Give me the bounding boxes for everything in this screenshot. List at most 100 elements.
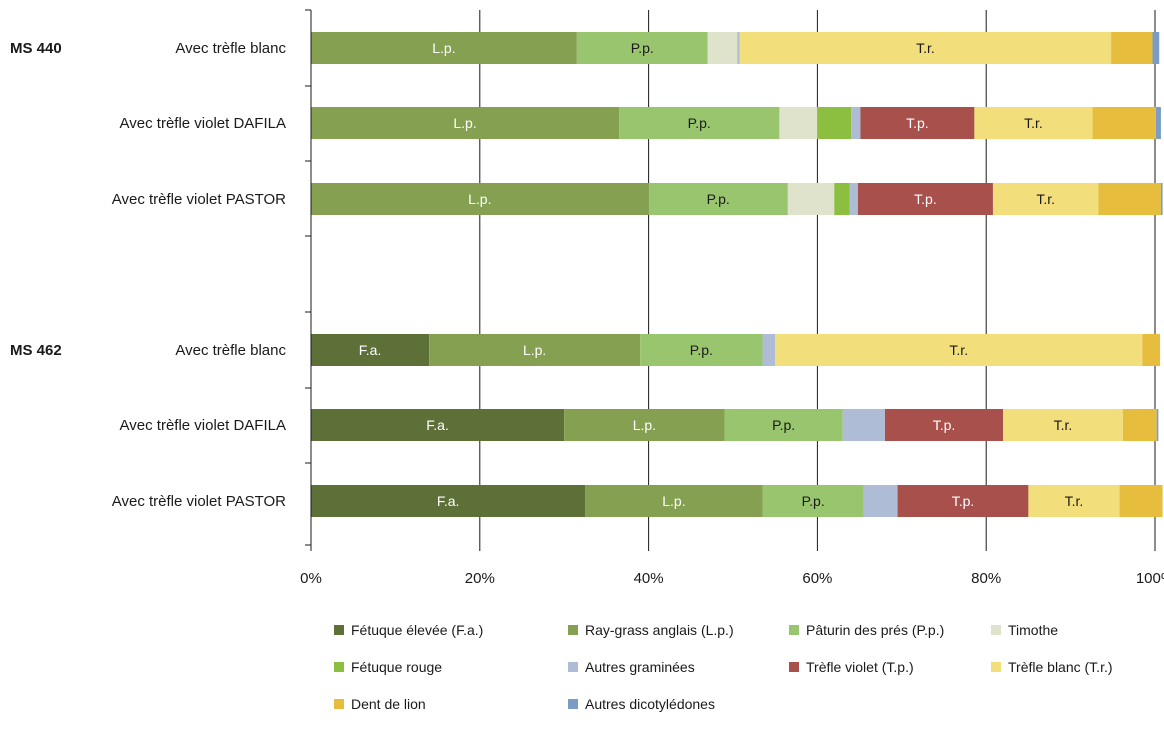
legend-label: Pâturin des prés (P.p.) [806, 622, 945, 638]
segment-label: T.r. [1024, 115, 1043, 131]
category-label: Avec trèfle violet DAFILA [120, 417, 286, 434]
segment-label: T.r. [1065, 493, 1084, 509]
segment-label: T.r. [1036, 191, 1055, 207]
x-tick-label: 80% [971, 570, 1001, 587]
bar-segment [1119, 485, 1163, 517]
bar-segment [1152, 32, 1160, 64]
gridlines [479, 10, 1156, 545]
group-label: MS 462 [10, 342, 62, 359]
legend-swatch [789, 625, 799, 635]
bar-segments [311, 32, 1163, 517]
bar-segment [311, 409, 565, 441]
bar-segment [724, 409, 843, 441]
segment-label: T.r. [949, 342, 968, 358]
legend-swatch [991, 662, 1001, 672]
bar-segment [860, 107, 975, 139]
bar-segment [311, 32, 577, 64]
bar-segment [775, 334, 1143, 366]
bar-segment [992, 183, 1099, 215]
bar-segment [857, 183, 993, 215]
x-tick-label: 60% [802, 570, 832, 587]
bar-segment [429, 334, 641, 366]
legend-swatch [568, 625, 578, 635]
bar-segment [737, 32, 740, 64]
bar-segment [762, 485, 864, 517]
legend-item: Fétuque rouge [334, 659, 442, 675]
category-label: Avec trèfle violet PASTOR [112, 191, 286, 208]
segment-label: F.a. [426, 417, 449, 433]
bar-segment [311, 107, 620, 139]
bar-segment [787, 183, 835, 215]
legend-label: Timothe [1008, 622, 1059, 638]
bar-segment [576, 32, 708, 64]
legend-item: Dent de lion [334, 696, 426, 712]
bar-segment [619, 107, 780, 139]
bar-segment [640, 334, 763, 366]
bar-segment [739, 32, 1112, 64]
bar-segment [707, 32, 738, 64]
legend-item: Timothe [991, 622, 1058, 638]
legend-item: Trèfle blanc (T.r.) [991, 659, 1113, 675]
legend-item: Pâturin des prés (P.p.) [789, 622, 944, 638]
bar-segment [585, 485, 763, 517]
segment-label: P.p. [690, 342, 713, 358]
bar-segment [1028, 485, 1120, 517]
stacked-bar-chart: 0% 20% 40% 60% 80% 100% MS 440 Avec trèfle blan… [10, 9, 1164, 587]
bar-segment [762, 334, 776, 366]
segment-label: L.p. [468, 191, 491, 207]
bar-segment [1122, 409, 1157, 441]
group-label: MS 440 [10, 40, 62, 57]
category-label: Avec trèfle blanc [175, 342, 286, 359]
bar-segment [1003, 409, 1123, 441]
legend-swatch [334, 699, 344, 709]
bar-segment [311, 334, 430, 366]
x-tick-label: 100% [1136, 570, 1164, 587]
legend-swatch [568, 699, 578, 709]
legend-label: Trèfle violet (T.p.) [806, 659, 914, 675]
legend-item: Ray-grass anglais (L.p.) [568, 622, 734, 638]
bar-segment [849, 183, 858, 215]
legend-label: Fétuque rouge [351, 659, 443, 675]
legend-swatch [568, 662, 578, 672]
x-tick-label: 20% [465, 570, 495, 587]
segment-label: L.p. [453, 115, 476, 131]
x-tick-label: 0% [300, 570, 322, 587]
category-label: Avec trèfle violet DAFILA [120, 115, 286, 132]
chart-labels: 0% 20% 40% 60% 80% 100% MS 440 Avec trèfle blan… [10, 40, 1164, 587]
bar-segment [897, 485, 1029, 517]
segment-label: L.p. [633, 417, 656, 433]
bar-segment [1160, 183, 1163, 215]
bar-segment [834, 183, 850, 215]
legend-label: Dent de lion [351, 696, 426, 712]
legend-swatch [991, 625, 1001, 635]
segment-label: T.p. [906, 115, 929, 131]
segment-label: L.p. [432, 40, 455, 56]
category-label: Avec trèfle violet PASTOR [112, 493, 286, 510]
bar-segment [974, 107, 1093, 139]
legend-swatch [334, 662, 344, 672]
segment-label: L.p. [662, 493, 685, 509]
segment-label: P.p. [688, 115, 711, 131]
legend-item: Autres dicotylédones [568, 696, 715, 712]
bar-segment [311, 183, 649, 215]
legend-label: Ray-grass anglais (L.p.) [585, 622, 734, 638]
segment-label: T.r. [916, 40, 935, 56]
segment-label: T.p. [914, 191, 937, 207]
bar-segment [842, 409, 885, 441]
legend-swatch [789, 662, 799, 672]
bar-segment [564, 409, 725, 441]
legend-label: Trèfle blanc (T.r.) [1008, 659, 1113, 675]
segment-label: T.r. [1054, 417, 1073, 433]
segment-label: P.p. [707, 191, 730, 207]
segment-label: P.p. [802, 493, 825, 509]
x-tick-label: 40% [634, 570, 664, 587]
bar-segment [1111, 32, 1153, 64]
legend-label: Autres graminées [585, 659, 695, 675]
legend-item: Fétuque élevée (F.a.) [334, 622, 483, 638]
bar-segment [1142, 334, 1161, 366]
bar-segment [817, 107, 852, 139]
bar-segment [1092, 107, 1156, 139]
bar-segment [311, 485, 586, 517]
legend-label: Autres dicotylédones [585, 696, 715, 712]
legend-item: Trèfle violet (T.p.) [789, 659, 914, 675]
